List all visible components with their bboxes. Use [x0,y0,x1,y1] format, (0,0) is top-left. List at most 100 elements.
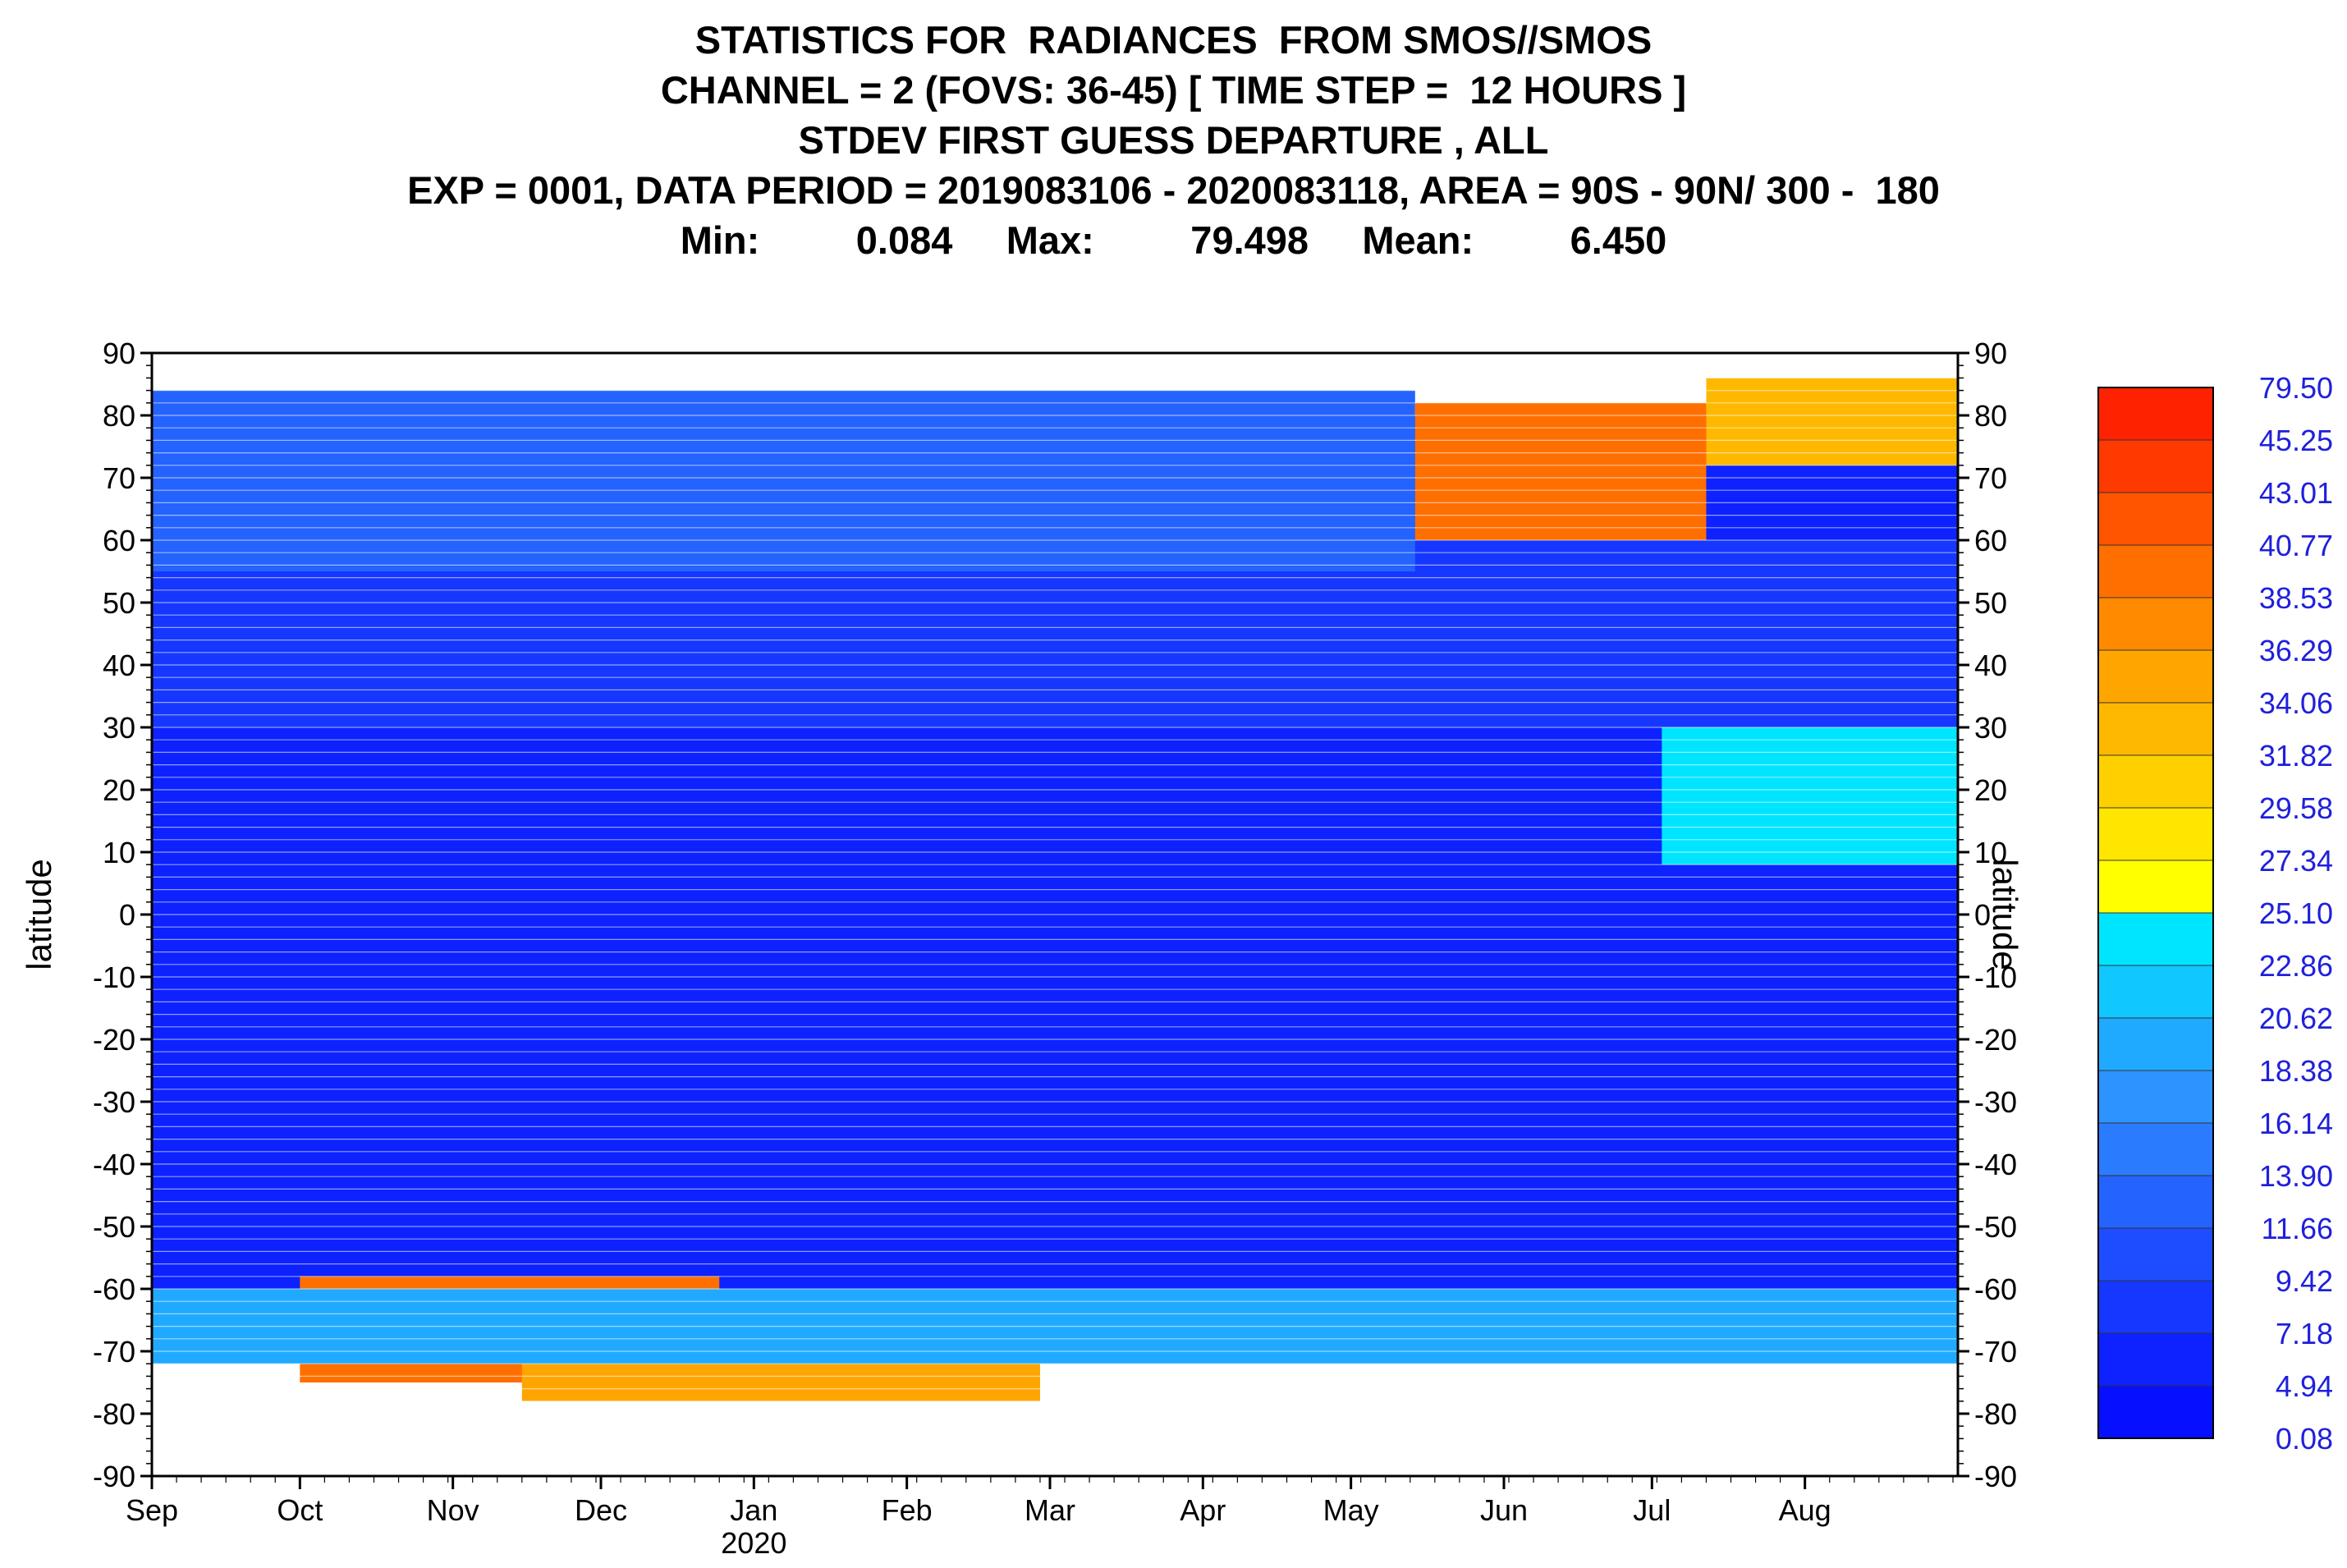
y-tick-label-right: 70 [1974,461,2007,495]
y-tick-label-right: 60 [1974,524,2007,557]
y-tick-label-left: 10 [103,836,135,869]
heatmap-cell-arctic-summer-late [1706,378,1958,465]
y-tick-label-right: 50 [1974,586,2007,620]
colorbar-label: 29.58 [2259,791,2333,825]
colorbar-label: 16.14 [2259,1107,2333,1140]
colorbar-swatch [2097,387,2214,441]
colorbar-label: 4.94 [2276,1369,2333,1403]
colorbar-label: 7.18 [2276,1317,2333,1350]
x-tick-label: May [1323,1493,1379,1527]
y-tick-label-right: 90 [1974,337,2007,370]
y-tick-label-right: 20 [1974,773,2007,807]
y-tick-label-left: 50 [103,586,135,620]
y-tick-label-right: 30 [1974,711,2007,745]
y-tick-label-right: -40 [1974,1148,2017,1181]
y-tick-label-left: 90 [103,337,135,370]
colorbar-swatch [2097,1122,2214,1176]
y-tick-label-left: 40 [103,649,135,682]
y-tick-label-right: 10 [1974,836,2007,869]
colorbar-swatch [2097,649,2214,704]
y-tick-label-right: -20 [1974,1023,2017,1057]
y-tick-label-left: 60 [103,524,135,557]
colorbar-swatch [2097,912,2214,966]
x-tick-label: Feb [882,1493,933,1527]
x-tick-label: Dec [575,1493,627,1527]
title-line-3: STDEV FIRST GUESS DEPARTURE , ALL [798,118,1549,162]
x-tick-label: Jul [1633,1493,1671,1527]
heatmap-cell-north-high-lat [152,390,1415,571]
x-tick-label: Sep [126,1493,178,1527]
y-axis-title-left: latitude [20,859,58,970]
colorbar-frame [2097,387,2214,1439]
y-tick-label-left: -40 [93,1148,135,1181]
y-tick-label-right: -10 [1974,961,2017,994]
colorbar-label: 36.29 [2259,634,2333,667]
x-tick-label: Nov [427,1493,479,1527]
colorbar-label: 9.42 [2276,1264,2333,1298]
y-tick-label-right: -70 [1974,1335,2017,1369]
colorbar-label: 25.10 [2259,896,2333,930]
colorbar-label: 18.38 [2259,1054,2333,1088]
colorbar-label: 45.25 [2259,424,2333,457]
y-tick-label-left: 80 [103,399,135,433]
colorbar-swatch [2097,1175,2214,1229]
y-tick-label-right: -80 [1974,1397,2017,1431]
colorbar-swatch [2097,439,2214,493]
y-tick-label-left: 0 [119,898,135,932]
y-tick-label-right: 80 [1974,399,2007,433]
y-tick-label-right: -30 [1974,1085,2017,1119]
colorbar-label: 0.08 [2276,1422,2333,1456]
colorbar-label: 38.53 [2259,581,2333,615]
colorbar-swatch [2097,860,2214,914]
y-tick-label-left: -20 [93,1023,135,1057]
x-tick-label: Mar [1025,1493,1075,1527]
title-line-2: CHANNEL = 2 (FOVS: 36-45) [ TIME STEP = … [660,68,1687,112]
colorbar-label: 40.77 [2259,529,2333,562]
colorbar-swatch [2097,544,2214,598]
stats-line: Min: 0.084 Max: 79.498 Mean: 6.450 [680,218,1667,262]
x-tick-label: Oct [277,1493,323,1527]
y-tick-label-right: -90 [1974,1460,2017,1493]
y-axis-title-right: latitude [1986,859,2024,970]
colorbar-label: 20.62 [2259,1002,2333,1035]
colorbar-label: 31.82 [2259,739,2333,773]
title-line-4: EXP = 0001, DATA PERIOD = 2019083106 - 2… [407,168,1940,212]
y-tick-label-left: -80 [93,1397,135,1431]
colorbar: 79.50 45.25 43.01 40.77 38.53 36.29 34.06 31.82… [2097,371,2333,1456]
heatmap-layer [152,378,1958,1401]
x-tick-label: Apr [1180,1493,1226,1527]
colorbar-label: 43.01 [2259,476,2333,510]
colorbar-label: 13.90 [2259,1159,2333,1193]
y-tick-label-left: -70 [93,1335,135,1369]
colorbar-swatch [2097,807,2214,861]
y-tick-label-right: 40 [1974,649,2007,682]
colorbar-swatch [2097,492,2214,546]
colorbar-swatch [2097,1385,2214,1439]
y-tick-label-left: -30 [93,1085,135,1119]
colorbar-swatch [2097,1280,2214,1334]
colorbar-swatch [2097,1227,2214,1281]
y-tick-label-left: 30 [103,711,135,745]
y-tick-label-left: -50 [93,1210,135,1244]
y-tick-label-left: 70 [103,461,135,495]
x-tick-label: Jan [730,1493,777,1527]
colorbar-swatch [2097,1332,2214,1387]
colorbar-label: 27.34 [2259,844,2333,878]
y-tick-label-left: 20 [103,773,135,807]
heatmap-cell-tropics-summer [1662,727,1958,865]
colorbar-swatch [2097,965,2214,1019]
colorbar-swatch [2097,597,2214,651]
colorbar-label: 22.86 [2259,949,2333,983]
y-tick-label-left: -10 [93,961,135,994]
title-line-1: STATISTICS FOR RADIANCES FROM SMOS//SMOS [694,18,1653,62]
y-tick-label-left: -90 [93,1460,135,1493]
chart-title-block: STATISTICS FOR RADIANCES FROM SMOS//SMOS… [0,15,2347,265]
x-tick-label: Aug [1779,1493,1831,1527]
x-year-label: 2020 [721,1526,786,1560]
heatmap-cell-arctic-summer [1414,402,1707,540]
x-tick-label: Jun [1480,1493,1528,1527]
colorbar-swatch [2097,754,2214,809]
colorbar-swatch [2097,702,2214,756]
